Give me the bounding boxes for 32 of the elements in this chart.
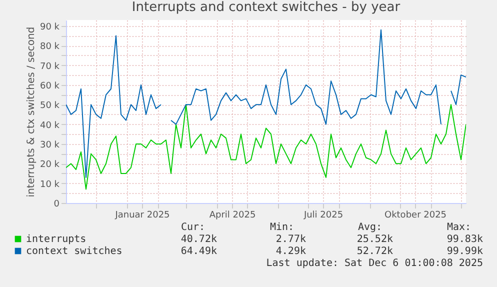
y-axis-title: interrupts & ctx switches / second xyxy=(26,26,37,198)
y-tick-label: 30 k xyxy=(40,140,60,150)
y-tick-label: 50 k xyxy=(40,101,60,112)
y-tick-label: 60 k xyxy=(40,81,60,92)
text: 4.29k xyxy=(276,246,306,257)
y-tick-label: 20 k xyxy=(40,160,60,170)
x-tick-label: Oktober 2025 xyxy=(384,210,447,220)
y-tick-label: 90 k xyxy=(40,22,60,32)
text: Max: xyxy=(447,222,472,233)
x-tick-label: Januar 2025 xyxy=(114,210,170,220)
text: Last update: Sat Dec 6 01:00:08 2025 xyxy=(266,258,483,269)
y-tick-label: 70 k xyxy=(40,62,60,72)
text: 64.49k xyxy=(180,246,217,257)
y-tick-label: 40 k xyxy=(40,120,60,131)
y-tick-label: 0 xyxy=(54,200,60,210)
legend-label: context switches xyxy=(26,246,122,257)
text: Min: xyxy=(270,222,294,233)
legend-label: interrupts xyxy=(26,234,86,245)
text: 40.72k xyxy=(180,234,217,245)
x-tick-label: April 2025 xyxy=(209,210,256,220)
y-tick-label: 80 k xyxy=(40,42,60,52)
text: Cur: xyxy=(181,222,206,233)
text: Avg: xyxy=(358,222,382,233)
text: 2.77k xyxy=(276,234,306,245)
text: 99.83k xyxy=(446,234,483,245)
chart-title: Interrupts and context switches - by year xyxy=(132,0,401,15)
x-tick-label: Juli 2025 xyxy=(302,210,344,220)
text: 52.72k xyxy=(356,246,393,257)
text: 25.52k xyxy=(356,234,393,245)
text: 99.99k xyxy=(446,246,483,257)
y-tick-label: 10 k xyxy=(40,180,60,190)
line-series xyxy=(66,104,466,190)
